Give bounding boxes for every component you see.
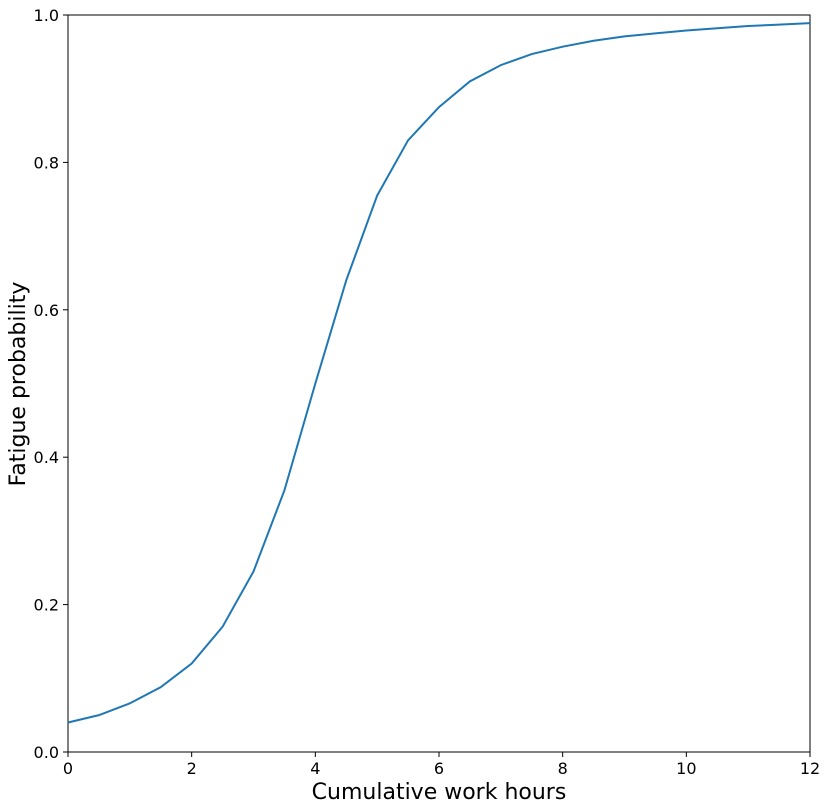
x-axis-label: Cumulative work hours	[312, 780, 567, 805]
line	[67, 22, 811, 724]
x-tick-label: 2	[187, 759, 197, 778]
x-tick-label: 0	[63, 759, 73, 778]
x-tick-label: 12	[800, 759, 820, 778]
plot-frame	[67, 14, 811, 753]
y-tick-label: 0.4	[34, 448, 59, 467]
y-tick-label: 0.2	[34, 596, 59, 615]
x-tick-label: 4	[310, 759, 320, 778]
x-tick-label: 10	[676, 759, 696, 778]
y-tick-label: 0.8	[34, 153, 59, 172]
y-tick-label: 1.0	[34, 6, 59, 25]
x-tick-label: 8	[558, 759, 568, 778]
y-tick-label: 0.0	[34, 743, 59, 762]
y-axis-label: Fatigue probability	[6, 282, 31, 487]
y-tick-label: 0.6	[34, 301, 59, 320]
x-tick-label: 6	[434, 759, 444, 778]
